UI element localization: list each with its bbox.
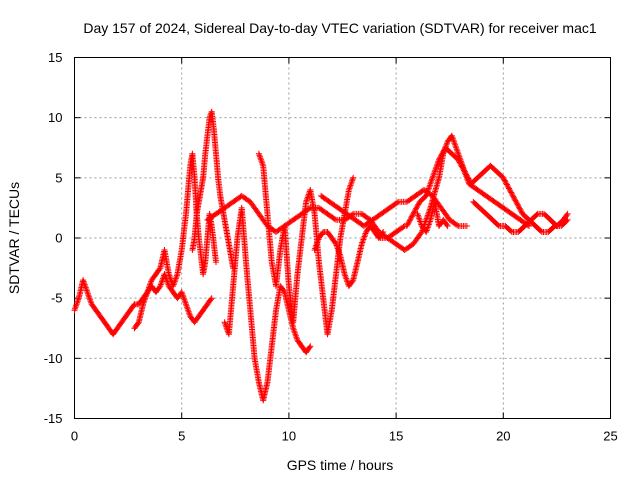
data-point xyxy=(331,216,338,223)
series-sat-track-5 xyxy=(221,204,314,404)
data-point xyxy=(342,274,349,281)
data-point xyxy=(307,343,314,350)
y-tick-label: 15 xyxy=(48,50,62,65)
data-point xyxy=(207,296,214,303)
x-tick-label: 15 xyxy=(389,429,403,444)
y-axis-label: SDTVAR / TECUs xyxy=(6,182,22,294)
chart-title: Day 157 of 2024, Sidereal Day-to-day VTE… xyxy=(83,20,596,36)
x-tick-label: 10 xyxy=(282,429,296,444)
x-tick-label: 25 xyxy=(603,429,617,444)
data-point xyxy=(156,284,163,291)
data-markers xyxy=(71,108,571,404)
data-point xyxy=(213,259,219,266)
y-tick-label: -15 xyxy=(44,411,63,426)
data-point xyxy=(156,266,163,273)
y-tick-label: 10 xyxy=(48,110,62,125)
data-point xyxy=(135,320,141,327)
series-sat-track-6 xyxy=(255,150,357,338)
series-sat-track-2 xyxy=(131,150,219,332)
x-tick-label: 20 xyxy=(496,429,510,444)
x-tick-label: 0 xyxy=(71,429,78,444)
y-tick-label: 0 xyxy=(55,231,62,246)
x-tick-label: 5 xyxy=(178,429,185,444)
data-point xyxy=(306,344,313,351)
data-point xyxy=(400,223,407,230)
x-axis-label: GPS time / hours xyxy=(287,457,394,473)
y-tick-label: -5 xyxy=(51,291,63,306)
grid xyxy=(74,57,611,419)
data-point xyxy=(280,287,287,294)
y-tick-label: -10 xyxy=(44,351,63,366)
data-point xyxy=(208,295,215,302)
axis-ticks: 0 5 10 15 20 25 -15 -10 -5 0 5 10 15 xyxy=(44,50,618,444)
data-point xyxy=(290,326,297,333)
y-tick-label: 5 xyxy=(55,170,62,185)
series-sat-track-3 xyxy=(189,108,237,272)
